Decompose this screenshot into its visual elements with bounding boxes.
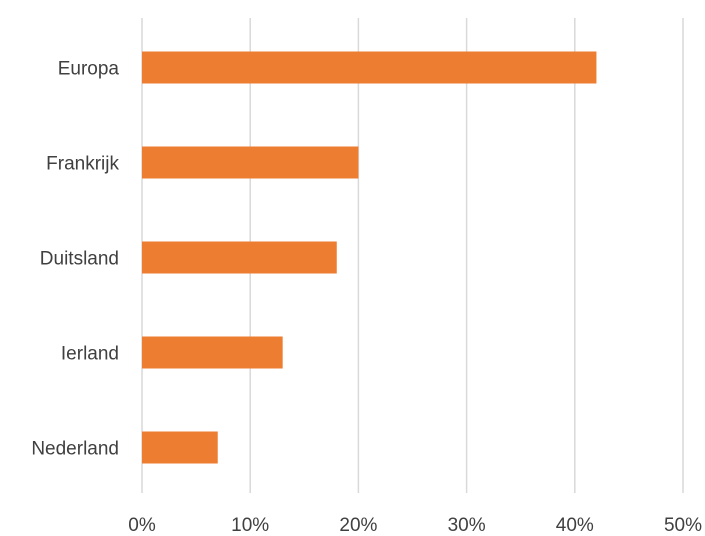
- bar: [142, 336, 283, 369]
- category-label: Europa: [58, 59, 120, 80]
- x-tick-label: 10%: [231, 515, 269, 536]
- x-tick-label: 50%: [664, 515, 702, 536]
- x-tick-label: 40%: [556, 515, 594, 536]
- gridlines: [141, 18, 684, 493]
- x-tick-label: 0%: [128, 515, 156, 536]
- category-label: Duitsland: [40, 249, 119, 270]
- bar: [142, 241, 337, 274]
- bar: [142, 51, 597, 84]
- category-label: Frankrijk: [46, 154, 119, 175]
- category-labels: Europa Frankrijk Duitsland Ierland Nederland: [31, 59, 119, 460]
- bar: [142, 431, 218, 464]
- category-label: Ierland: [61, 344, 119, 365]
- bar: [142, 146, 359, 179]
- x-tick-label: 30%: [448, 515, 486, 536]
- x-tick-label: 20%: [339, 515, 377, 536]
- bars: [142, 51, 597, 464]
- category-label: Nederland: [31, 439, 119, 460]
- x-tick-labels: 0% 10% 20% 30% 40% 50%: [128, 515, 702, 536]
